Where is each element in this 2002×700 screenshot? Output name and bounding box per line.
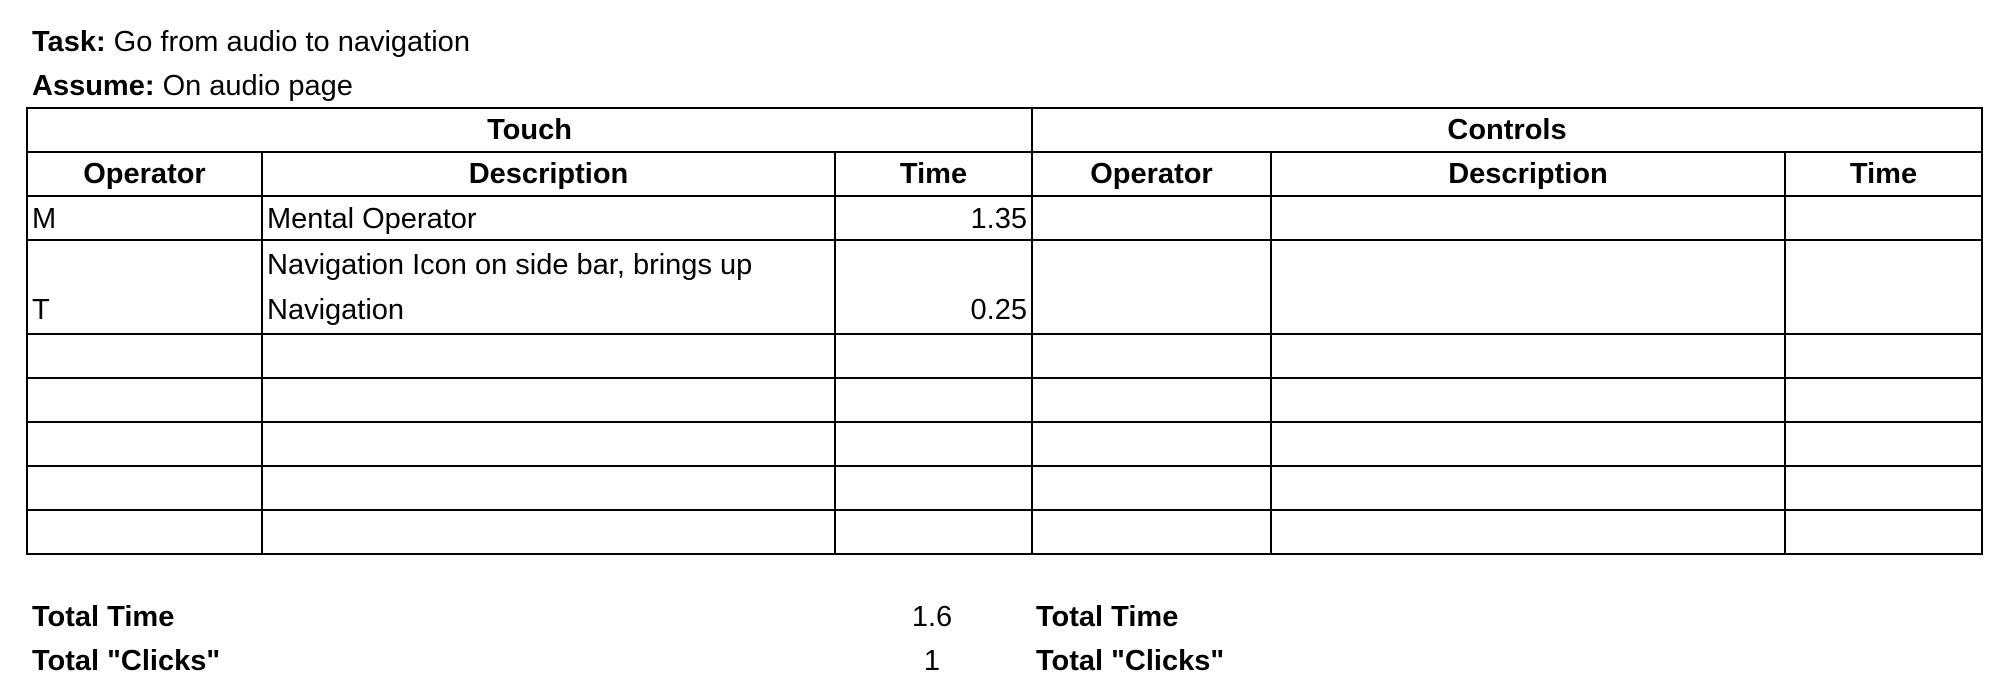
empty-cell [261,377,836,423]
controls-description-cell [1270,195,1786,241]
empty-cell [834,377,1033,423]
table-row [26,333,1983,379]
table-row [26,377,1983,423]
assume-text: On audio page [162,70,353,102]
empty-cell [834,421,1033,467]
empty-cell [1031,377,1272,423]
controls-description-header: Description [1270,151,1786,197]
empty-cell [1784,377,1983,423]
table-row [26,465,1983,511]
controls-time-header: Time [1784,151,1983,197]
touch-time-header: Time [834,151,1033,197]
touch-operator-header: Operator [26,151,263,197]
task-text: Go from audio to navigation [113,26,470,58]
empty-cell [1270,421,1786,467]
assume-line: Assume: On audio page [32,68,353,104]
assume-label: Assume: [32,70,155,102]
empty-cell [1031,421,1272,467]
empty-cell [1784,333,1983,379]
controls-total-clicks-label: Total "Clicks" [1036,645,1225,677]
touch-description-header: Description [261,151,836,197]
empty-cell [261,509,836,555]
empty-cell [1270,377,1786,423]
touch-operator-cell: M [26,195,263,241]
table-row [26,509,1983,555]
empty-cell [1784,465,1983,511]
empty-cell [834,465,1033,511]
section-header-row: Touch Controls [26,107,1983,153]
empty-cell [834,333,1033,379]
column-header-row: Operator Description Time Operator Descr… [26,151,1983,197]
empty-cell [1270,509,1786,555]
controls-time-cell [1784,239,1983,335]
task-label: Task: [32,26,106,58]
empty-cell [261,465,836,511]
empty-cell [1031,465,1272,511]
table-row: T Navigation Icon on side bar, brings up… [26,239,1983,335]
controls-time-cell [1784,195,1983,241]
touch-description-cell: Navigation Icon on side bar, brings up N… [261,239,836,335]
touch-description-cell: Mental Operator [261,195,836,241]
touch-time-cell: 0.25 [834,239,1033,335]
empty-cell [1031,333,1272,379]
controls-description-cell [1270,239,1786,335]
controls-section-header: Controls [1031,107,1983,153]
empty-cell [26,377,263,423]
empty-cell [26,333,263,379]
empty-cell [1784,509,1983,555]
empty-cell [261,333,836,379]
empty-cell [1270,465,1786,511]
empty-cell [261,421,836,467]
touch-total-clicks-value: 1 [923,645,941,677]
table-row: M Mental Operator 1.35 [26,195,1983,241]
touch-total-time-label: Total Time [32,601,175,633]
touch-total-clicks-label: Total "Clicks" [32,645,221,677]
touch-section-header: Touch [26,107,1033,153]
controls-operator-cell [1031,195,1272,241]
empty-cell [1270,333,1786,379]
table-row [26,421,1983,467]
controls-total-time-label: Total Time [1036,601,1179,633]
touch-total-time-value: 1.6 [911,601,953,633]
klm-table: Touch Controls Operator Description Time… [26,107,1983,555]
empty-cell [26,509,263,555]
empty-cell [1784,421,1983,467]
touch-operator-cell: T [26,239,263,335]
controls-operator-cell [1031,239,1272,335]
empty-cell [1031,509,1272,555]
empty-cell [834,509,1033,555]
empty-cell [26,421,263,467]
task-line: Task: Go from audio to navigation [32,24,470,60]
touch-time-cell: 1.35 [834,195,1033,241]
empty-cell [26,465,263,511]
controls-operator-header: Operator [1031,151,1272,197]
